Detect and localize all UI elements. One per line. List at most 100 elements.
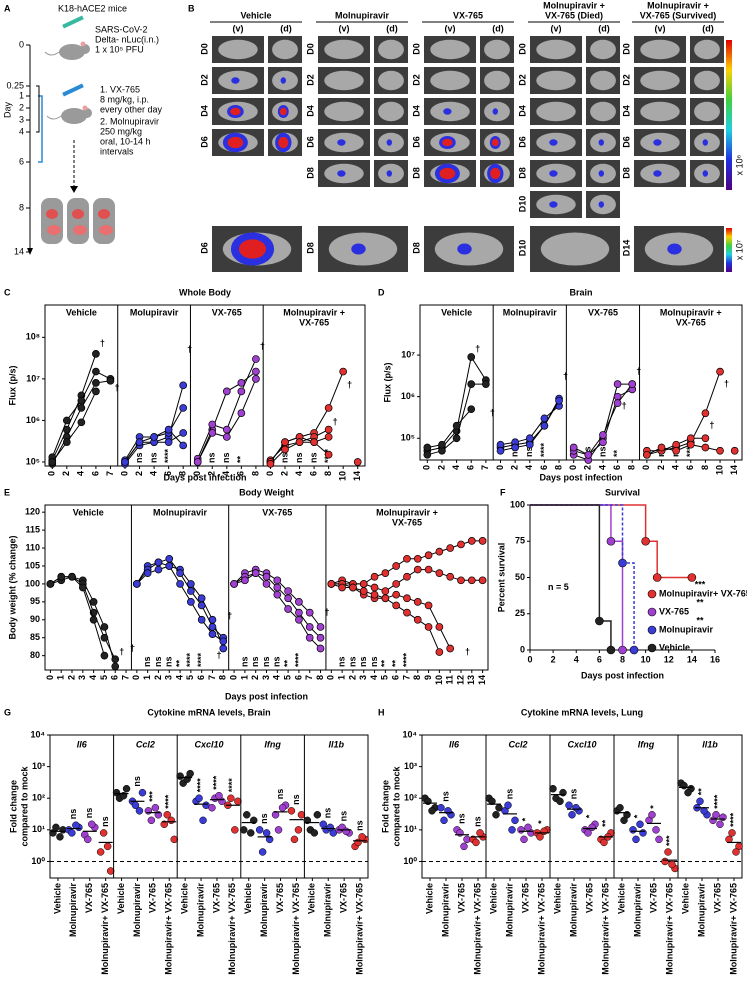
panel-title: VX-765 [212, 307, 242, 317]
x-axis-label: Days post infection [581, 670, 664, 680]
panel-title: Molnupiravir + [376, 507, 438, 517]
data-point [176, 772, 184, 780]
data-point [179, 404, 188, 412]
significance: ** [696, 788, 706, 796]
mouse-image [590, 101, 616, 122]
day-label: D4 [517, 105, 527, 117]
survival-line [530, 504, 692, 579]
significance: **** [293, 652, 303, 667]
x-tick-label: 4 [524, 465, 534, 470]
signal [280, 77, 287, 84]
data-point [648, 811, 656, 819]
data-point [496, 446, 505, 455]
x-tick-label: 4 [272, 675, 282, 680]
data-point [273, 590, 282, 599]
data-point [56, 833, 64, 841]
significance: ** [236, 455, 246, 463]
legend-label: Vehicle [659, 642, 690, 652]
syringe [62, 83, 84, 97]
panel-label: B [188, 3, 195, 13]
day-tick: 2 [19, 102, 24, 112]
data-point [208, 630, 217, 638]
x-tick-label: VX-765 [148, 883, 158, 913]
data-point [452, 421, 461, 430]
data-point [199, 816, 207, 825]
data-point [520, 835, 528, 844]
data-point [686, 440, 695, 449]
data-point [92, 350, 100, 358]
data-point [511, 816, 519, 825]
data-point [701, 443, 710, 452]
survival-point [687, 573, 697, 582]
x-tick-label: Molnupiravir [68, 883, 78, 938]
significance: **** [211, 775, 221, 790]
data-point [413, 565, 422, 574]
data-point [310, 438, 318, 447]
signal [279, 107, 287, 116]
data-point [243, 811, 251, 819]
significance: ns [369, 656, 379, 667]
mouse-image [430, 39, 470, 60]
axis-label: Day [2, 102, 12, 119]
x-tick-label: 0 [422, 465, 432, 470]
data-point [266, 460, 275, 468]
data-point [403, 572, 411, 581]
y-tick-label: 10⁸ [26, 332, 40, 342]
significance: ** [696, 597, 704, 607]
x-tick-label: 0 [527, 654, 532, 664]
panel-title: VX-765 [676, 317, 706, 327]
infection-text: Delta- nLuc(i.n.) [95, 34, 159, 44]
x-tick-label: 6 [236, 471, 246, 476]
legend-marker [647, 607, 657, 617]
survival-point [606, 536, 616, 546]
x-tick-label: 10 [434, 675, 444, 685]
y-tick-label: 10⁴ [403, 729, 417, 739]
signal [491, 138, 499, 147]
data-point [716, 367, 724, 376]
data-point [57, 572, 66, 581]
data-point [52, 823, 60, 832]
survival-point [641, 536, 650, 546]
x-tick-label: 4 [88, 675, 98, 680]
x-tick-label: Molnupiravir [132, 883, 142, 938]
chart-title: Cytokine mRNA levels, Lung [521, 707, 643, 717]
significance: ns [275, 789, 285, 800]
data-point [106, 867, 115, 875]
data-point [730, 446, 739, 455]
x-tick-label: 1 [142, 675, 152, 680]
x-tick-label: 7 [120, 675, 130, 680]
data-point [281, 445, 289, 454]
x-tick-label: 6 [293, 675, 303, 680]
y-tick-label: 10² [404, 793, 417, 803]
data-point [652, 826, 660, 834]
x-tick-label: Molnupiravir+ VX-765 [728, 883, 738, 975]
significance: ** [612, 449, 622, 457]
organ [98, 209, 110, 219]
death-marker: † [709, 420, 714, 430]
data-point [492, 811, 500, 819]
data-point [48, 458, 57, 466]
y-tick-label: 50 [515, 572, 525, 582]
x-tick-label: 12 [455, 675, 465, 685]
x-tick-label: Molnupiravir [195, 883, 205, 938]
data-point [413, 597, 422, 606]
significance: ** [696, 615, 704, 625]
day-label: D6 [411, 136, 421, 148]
data-point [342, 827, 350, 836]
x-axis-label: Days post infection [163, 472, 246, 482]
day-tick: 1 [19, 90, 24, 100]
panel-title: Molnupiravir [503, 307, 558, 317]
note: n = 5 [548, 582, 569, 592]
data-point [467, 380, 476, 388]
significance: ns [164, 656, 174, 667]
data-point [147, 816, 156, 825]
x-tick-label: Molnupiravir [568, 883, 578, 938]
data-point [316, 644, 325, 653]
significance: ns [134, 452, 144, 463]
day-label: D0 [199, 43, 209, 55]
day-label: D4 [621, 105, 631, 117]
x-tick-label: 4 [174, 675, 184, 680]
series-line [197, 371, 257, 463]
data-point [511, 443, 519, 452]
data-point [265, 835, 274, 844]
